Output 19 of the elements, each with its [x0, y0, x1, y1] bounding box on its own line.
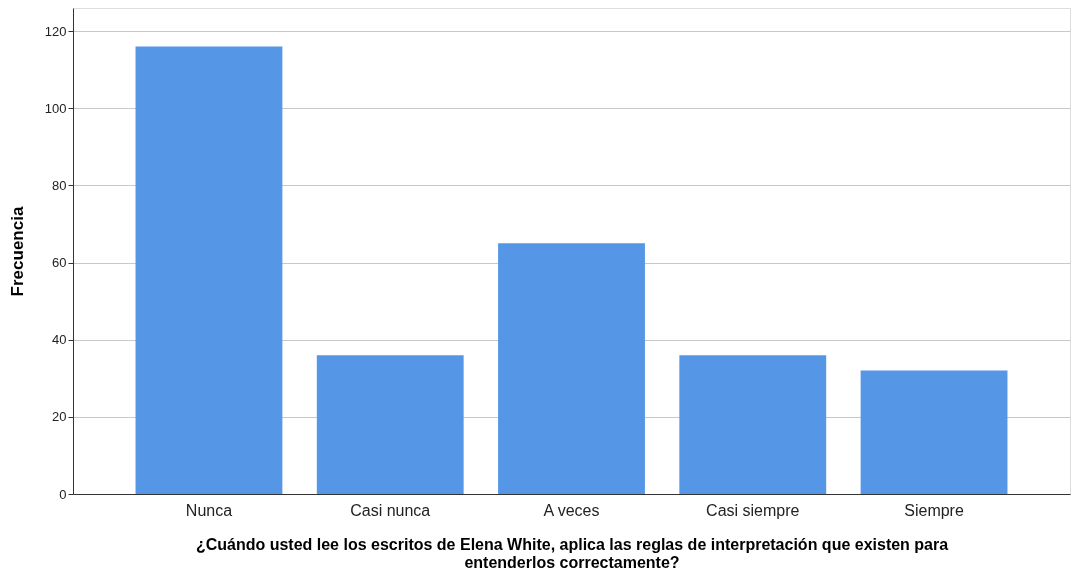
y-tick-label: 40 [52, 332, 67, 348]
y-tick-label: 60 [52, 255, 67, 271]
x-tick-label: Siempre [904, 501, 964, 519]
bar [498, 243, 645, 494]
y-tick-label: 0 [59, 486, 67, 502]
y-tick-label: 100 [44, 100, 67, 116]
y-tick-label: 80 [52, 177, 67, 193]
x-tick-label: Casi siempre [706, 501, 800, 519]
bar [135, 46, 283, 494]
y-tick-label: 20 [52, 409, 67, 425]
y-tick-label: 120 [44, 23, 67, 39]
x-axis-title: ¿Cuándo usted lee los escritos de Elena White, aplica las reglas de interpretación que existen para entenderlos correctamente? [195, 535, 949, 571]
bar [316, 355, 464, 494]
x-tick-label: Casi nunca [350, 501, 431, 519]
bar [860, 370, 1008, 494]
x-tick-label: A veces [543, 501, 600, 519]
y-axis-title: Frecuencia [7, 206, 27, 297]
bar [679, 355, 827, 494]
x-tick-label: Nunca [185, 501, 233, 519]
